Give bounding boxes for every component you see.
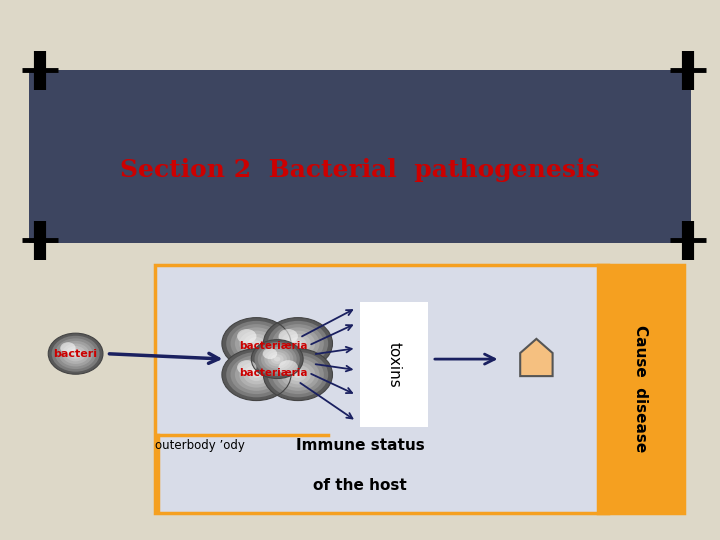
Circle shape (252, 340, 261, 347)
Circle shape (285, 365, 311, 384)
Circle shape (279, 360, 298, 375)
Circle shape (248, 337, 265, 350)
Circle shape (66, 346, 86, 361)
Circle shape (72, 351, 79, 356)
Circle shape (264, 349, 333, 401)
Circle shape (235, 359, 278, 391)
Circle shape (272, 324, 324, 363)
Circle shape (222, 349, 291, 401)
Text: toxins: toxins (387, 342, 402, 387)
Circle shape (276, 327, 320, 360)
Text: outerbody ’ody: outerbody ’ody (155, 439, 245, 452)
Circle shape (263, 348, 277, 359)
Bar (598, 265, 684, 513)
Circle shape (239, 362, 274, 388)
Circle shape (255, 342, 300, 376)
Circle shape (271, 354, 284, 364)
Circle shape (60, 342, 76, 354)
Circle shape (261, 347, 294, 372)
Circle shape (264, 318, 333, 369)
Circle shape (289, 337, 307, 350)
Circle shape (258, 345, 297, 374)
Text: of the host: of the host (313, 478, 407, 494)
Circle shape (52, 336, 99, 372)
Circle shape (243, 334, 269, 353)
Circle shape (243, 365, 269, 384)
Polygon shape (521, 339, 553, 376)
Circle shape (294, 372, 302, 378)
Circle shape (222, 318, 291, 369)
Circle shape (62, 343, 89, 364)
Circle shape (274, 356, 281, 362)
Circle shape (285, 334, 311, 353)
Circle shape (58, 341, 93, 367)
Circle shape (279, 329, 298, 343)
Circle shape (237, 329, 256, 343)
Circle shape (268, 321, 328, 366)
Circle shape (252, 372, 261, 378)
Circle shape (289, 368, 307, 381)
Circle shape (251, 340, 303, 379)
Circle shape (68, 349, 82, 359)
Text: Section 2  Bacterial  pathogenesis: Section 2 Bacterial pathogenesis (120, 158, 600, 183)
Circle shape (55, 338, 96, 369)
Circle shape (235, 327, 278, 360)
Circle shape (48, 333, 103, 374)
Circle shape (237, 360, 256, 375)
Text: bacteriæria: bacteriæria (240, 341, 308, 351)
Bar (29, 70, 691, 243)
Text: bacteriæria: bacteriæria (240, 368, 308, 379)
Circle shape (268, 352, 328, 397)
Circle shape (294, 340, 302, 347)
Circle shape (272, 355, 324, 394)
Circle shape (226, 352, 287, 397)
Bar (360, 302, 428, 427)
Text: Immune status: Immune status (296, 438, 424, 453)
Circle shape (267, 352, 287, 366)
Circle shape (230, 355, 282, 394)
Circle shape (281, 362, 315, 388)
Circle shape (230, 324, 282, 363)
Text: bacteri: bacteri (53, 349, 98, 359)
Circle shape (264, 349, 290, 369)
Bar (155, 265, 608, 513)
Circle shape (281, 330, 315, 356)
Circle shape (276, 359, 320, 391)
Text: Cause  disease: Cause disease (634, 325, 648, 453)
Circle shape (239, 330, 274, 356)
Circle shape (248, 368, 265, 381)
Circle shape (226, 321, 287, 366)
